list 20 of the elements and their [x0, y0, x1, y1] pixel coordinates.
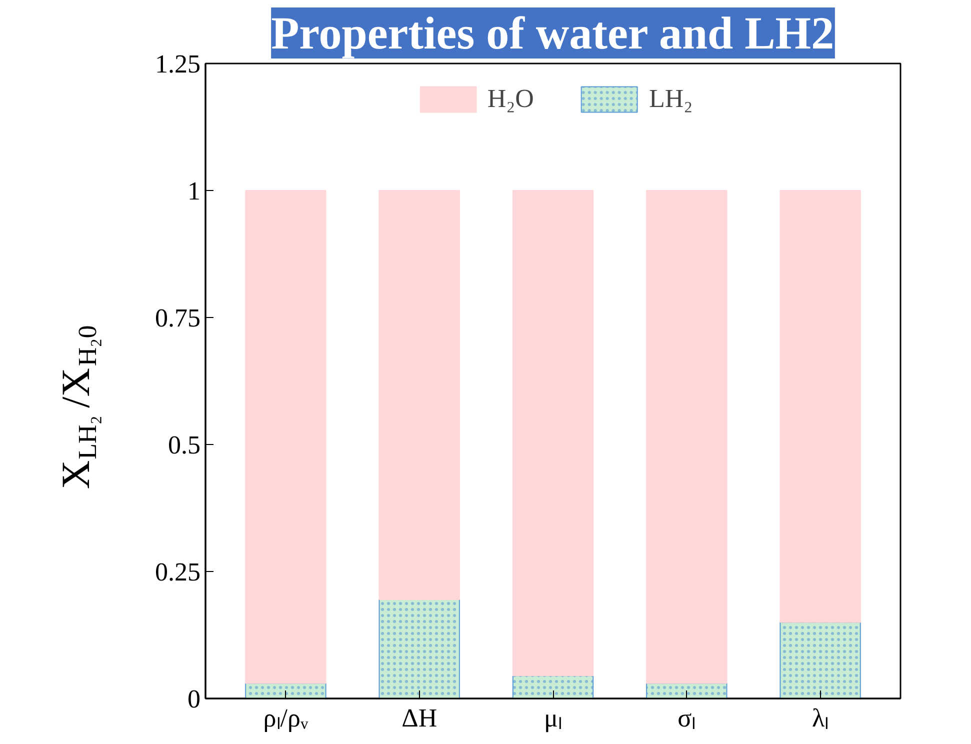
bar: [378, 190, 460, 600]
y-tick-label: 1: [188, 176, 200, 206]
chart-title: Properties of water and LH2: [271, 8, 834, 58]
bar: [245, 190, 326, 684]
y-axis-title: XLH₂/XH₂0: [53, 325, 102, 490]
x-tick-label: ρₗ/ρᵥ: [263, 704, 308, 732]
bar: [512, 190, 594, 676]
x-tick-label: μₗ: [544, 704, 562, 732]
x-tick-label: ΔH: [402, 704, 438, 732]
y-tick-label: 0.25: [155, 558, 200, 586]
x-tick-label: σₗ: [678, 704, 696, 732]
legend-label: H₂O: [487, 84, 534, 114]
bar: [646, 190, 728, 684]
y-tick-label: 0.5: [168, 430, 200, 460]
y-tick-label: 0.75: [155, 304, 200, 332]
y-tick-label: 1.25: [155, 50, 200, 78]
x-tick-label: λₗ: [812, 704, 829, 732]
bar: [780, 190, 861, 623]
legend-label: LH₂: [648, 84, 693, 114]
y-tick-label: 0: [188, 684, 200, 714]
